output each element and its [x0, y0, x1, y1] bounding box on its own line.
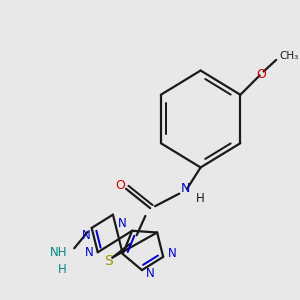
Text: S: S — [104, 254, 113, 268]
Text: N: N — [82, 229, 90, 242]
Text: N: N — [118, 217, 127, 230]
Text: N: N — [146, 266, 155, 280]
Text: CH₃: CH₃ — [279, 51, 298, 61]
Text: N: N — [85, 246, 93, 259]
Text: N: N — [167, 248, 176, 260]
Text: O: O — [257, 68, 267, 81]
Text: H: H — [196, 192, 205, 205]
Text: H: H — [58, 263, 67, 276]
Text: NH: NH — [50, 246, 68, 259]
Text: O: O — [115, 179, 125, 192]
Text: N: N — [180, 182, 190, 195]
